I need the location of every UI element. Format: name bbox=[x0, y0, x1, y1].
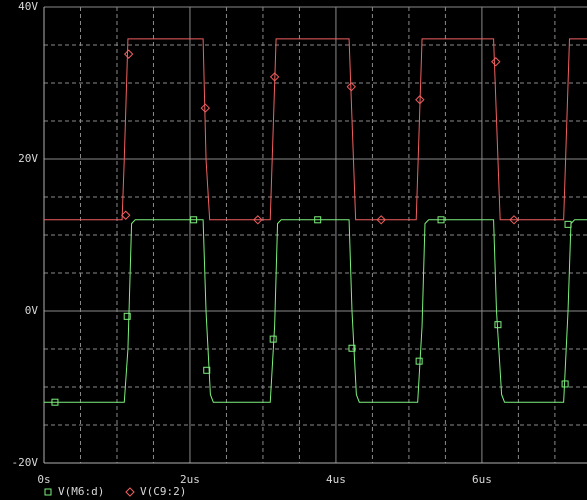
legend-label: V(M6:d) bbox=[58, 485, 104, 498]
marker bbox=[269, 335, 277, 343]
marker bbox=[123, 312, 131, 320]
marker bbox=[203, 366, 211, 374]
marker bbox=[121, 210, 131, 220]
legend-label: V(C9:2) bbox=[140, 485, 186, 498]
y-tick-label: -20V bbox=[12, 456, 39, 469]
series-line bbox=[44, 38, 587, 221]
marker bbox=[269, 72, 280, 82]
legend-marker bbox=[44, 488, 52, 496]
marker bbox=[376, 215, 386, 225]
marker bbox=[51, 398, 59, 406]
marker bbox=[346, 82, 356, 92]
y-tick-label: 40V bbox=[18, 0, 38, 13]
marker bbox=[561, 380, 569, 388]
x-tick-label: 2us bbox=[180, 473, 200, 486]
marker bbox=[200, 103, 211, 113]
y-tick-label: 20V bbox=[18, 152, 38, 165]
x-tick-label: 0s bbox=[37, 473, 50, 486]
legend-marker bbox=[125, 487, 135, 497]
x-tick-label: 6us bbox=[472, 473, 492, 486]
y-tick-label: 0V bbox=[25, 304, 39, 317]
marker bbox=[437, 216, 445, 224]
marker bbox=[494, 321, 502, 329]
marker bbox=[415, 357, 423, 365]
marker bbox=[348, 344, 356, 352]
marker bbox=[190, 216, 198, 224]
marker bbox=[491, 57, 501, 67]
marker bbox=[253, 215, 263, 225]
marker bbox=[415, 95, 425, 105]
x-tick-label: 4us bbox=[326, 473, 346, 486]
marker bbox=[509, 215, 519, 225]
marker bbox=[564, 220, 572, 228]
marker bbox=[314, 216, 322, 224]
marker bbox=[123, 49, 134, 59]
series-line bbox=[44, 219, 587, 403]
